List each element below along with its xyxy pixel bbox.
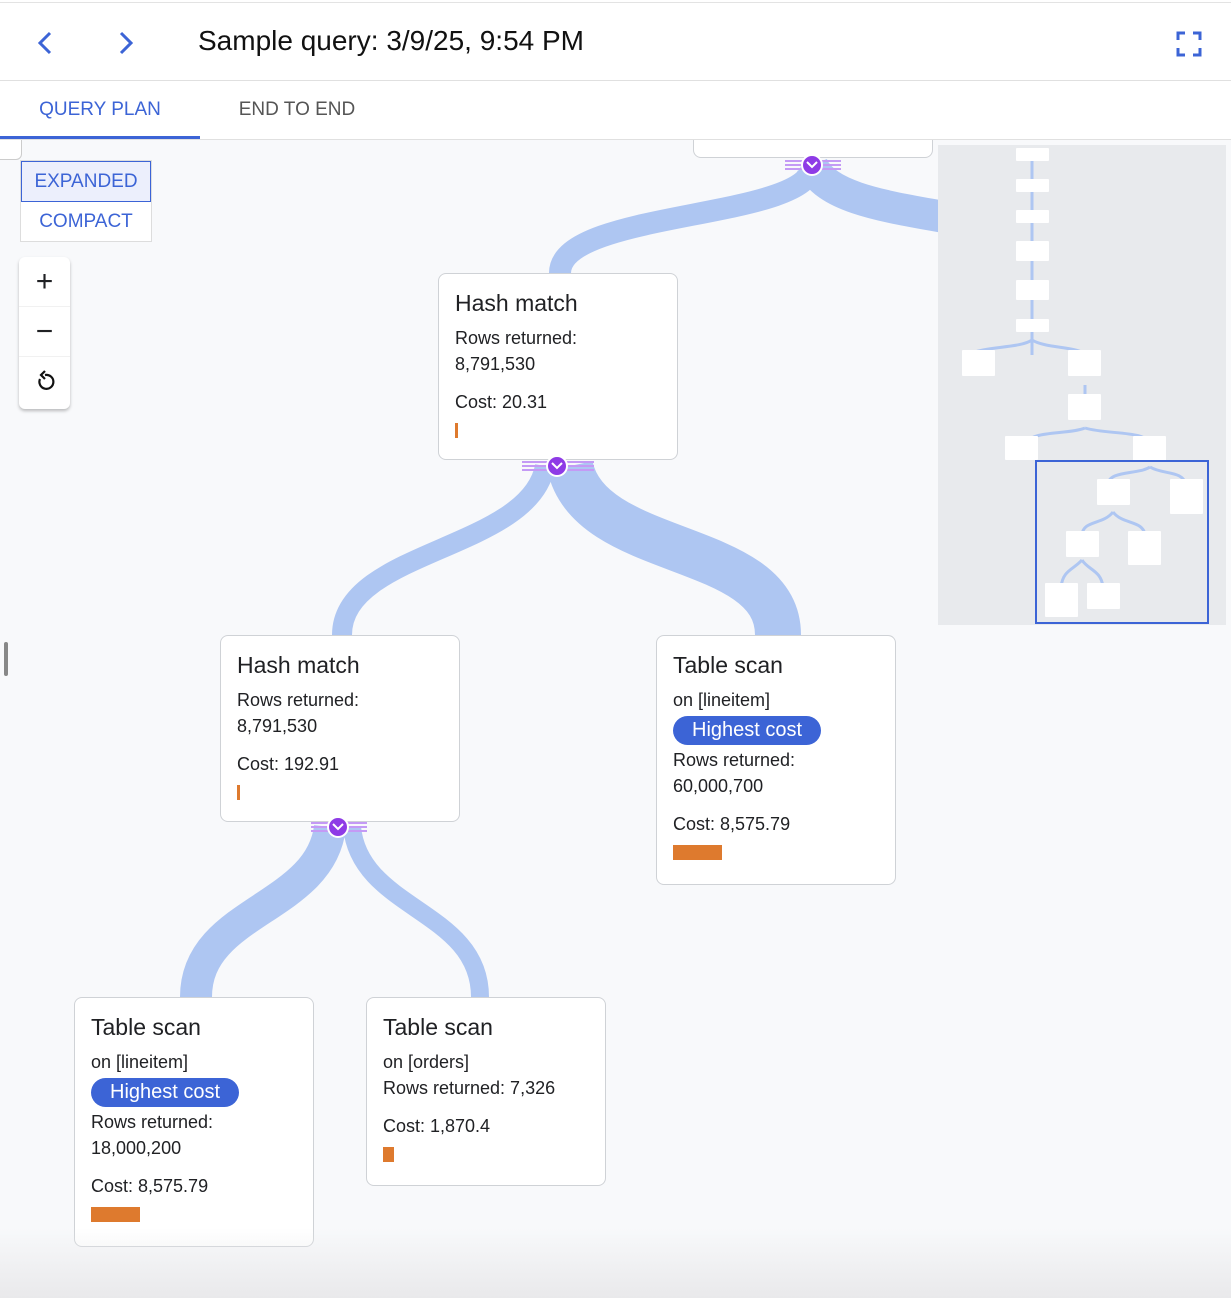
chevron-left-icon xyxy=(37,31,52,55)
chevron-down-icon xyxy=(551,462,563,470)
zoom-controls: + − xyxy=(19,257,70,409)
minimap-node xyxy=(1005,436,1038,460)
minimap-node xyxy=(1016,179,1049,192)
plan-node-hash-match[interactable]: Hash match Rows returned: 8,791,530 Cost… xyxy=(220,635,460,822)
minimap-node xyxy=(1068,350,1101,376)
minimap-node xyxy=(1066,531,1099,557)
node-title: Table scan xyxy=(383,1014,493,1040)
compact-option[interactable]: COMPACT xyxy=(39,211,133,232)
rows-label: Rows returned: xyxy=(455,328,578,348)
minimap-node xyxy=(1016,280,1049,300)
reset-zoom-button[interactable] xyxy=(19,357,70,407)
chevron-down-icon xyxy=(332,823,344,831)
plan-node-table-scan[interactable]: Table scan on [orders] Rows returned: 7,… xyxy=(366,997,606,1186)
page-title: Sample query: 3/9/25, 9:54 PM xyxy=(198,25,584,56)
minimap-node xyxy=(1016,319,1049,332)
cost-value: Cost: 8,575.79 xyxy=(673,814,791,834)
query-plan-canvas[interactable]: EXPANDED COMPACT + − xyxy=(0,140,1231,1298)
rows-value: 18,000,200 xyxy=(91,1138,182,1158)
minimap-node xyxy=(1087,583,1120,609)
table-name: on [lineitem] xyxy=(91,1052,189,1072)
highest-cost-badge: Highest cost xyxy=(91,1078,240,1107)
rows-label: Rows returned: xyxy=(673,750,796,770)
reset-icon xyxy=(37,370,54,390)
cost-value: Cost: 20.31 xyxy=(455,392,548,412)
top-border xyxy=(0,2,1231,3)
scroll-handle[interactable] xyxy=(4,642,8,676)
zoom-out-button[interactable]: − xyxy=(19,307,70,357)
minimap-node xyxy=(1170,479,1203,514)
minimap-node xyxy=(1016,210,1049,223)
edge xyxy=(180,824,346,999)
zoom-in-button[interactable]: + xyxy=(19,257,70,307)
minimap-node xyxy=(962,350,995,376)
rows-value: 60,000,700 xyxy=(673,776,764,796)
chevron-down-icon xyxy=(806,161,818,169)
node-title: Table scan xyxy=(673,652,783,678)
edge xyxy=(332,463,555,636)
minimap-node xyxy=(1016,148,1049,161)
minimap-node xyxy=(1016,241,1049,261)
collapsed-panel-tab[interactable] xyxy=(0,140,22,160)
tab-end-to-end[interactable]: END TO END xyxy=(238,99,356,120)
rows-label: Rows returned: xyxy=(91,1112,214,1132)
expand-connector[interactable] xyxy=(546,455,568,477)
minimap-node xyxy=(1068,394,1101,420)
cost-bar xyxy=(237,785,240,800)
edge xyxy=(547,459,801,638)
minimap-viewport[interactable] xyxy=(1035,460,1209,624)
minimap-node xyxy=(1045,583,1078,617)
expand-connector[interactable] xyxy=(327,816,349,838)
table-name: on [lineitem] xyxy=(673,690,771,710)
cost-value: Cost: 192.91 xyxy=(237,754,340,774)
plan-node-table-scan[interactable]: Table scan on [lineitem] Highest cost Ro… xyxy=(74,997,314,1247)
tab-bar: QUERY PLAN END TO END xyxy=(0,81,1231,140)
chevron-right-icon xyxy=(119,31,134,55)
minimap-node xyxy=(1133,436,1166,462)
plan-node-table-scan[interactable]: Table scan on [lineitem] Highest cost Ro… xyxy=(656,635,896,885)
expand-connector[interactable] xyxy=(801,154,823,176)
minimap-node xyxy=(1097,479,1130,505)
rows-value: Rows returned: 7,326 xyxy=(383,1078,556,1098)
forward-button[interactable] xyxy=(108,25,144,61)
node-title: Table scan xyxy=(91,1014,201,1040)
header: Sample query: 3/9/25, 9:54 PM xyxy=(0,3,1231,81)
rows-value: 8,791,530 xyxy=(455,354,536,374)
node-title: Hash match xyxy=(455,290,578,316)
highest-cost-badge: Highest cost xyxy=(673,716,822,745)
fullscreen-button[interactable] xyxy=(1174,29,1204,59)
cost-bar xyxy=(383,1147,394,1162)
view-toggle: EXPANDED COMPACT xyxy=(20,160,152,242)
cost-bar xyxy=(91,1207,140,1222)
node-title: Hash match xyxy=(237,652,360,678)
table-name: on [orders] xyxy=(383,1052,470,1072)
rows-label: Rows returned: xyxy=(237,690,360,710)
minimap[interactable] xyxy=(938,145,1226,625)
rows-value: 8,791,530 xyxy=(237,716,318,736)
fullscreen-icon xyxy=(1176,31,1202,57)
plan-node-hash-match[interactable]: Hash match Rows returned: 8,791,530 Cost… xyxy=(438,273,678,460)
back-button[interactable] xyxy=(28,25,64,61)
cost-bar xyxy=(455,423,458,438)
edge xyxy=(343,825,489,998)
expanded-option[interactable]: EXPANDED xyxy=(21,161,151,202)
tab-query-plan[interactable]: QUERY PLAN xyxy=(0,81,200,139)
cost-value: Cost: 8,575.79 xyxy=(91,1176,209,1196)
bottom-fade xyxy=(0,1228,1231,1298)
cost-value: Cost: 1,870.4 xyxy=(383,1116,491,1136)
minimap-node xyxy=(1128,531,1161,565)
cost-bar xyxy=(673,845,722,860)
edge xyxy=(549,162,823,276)
